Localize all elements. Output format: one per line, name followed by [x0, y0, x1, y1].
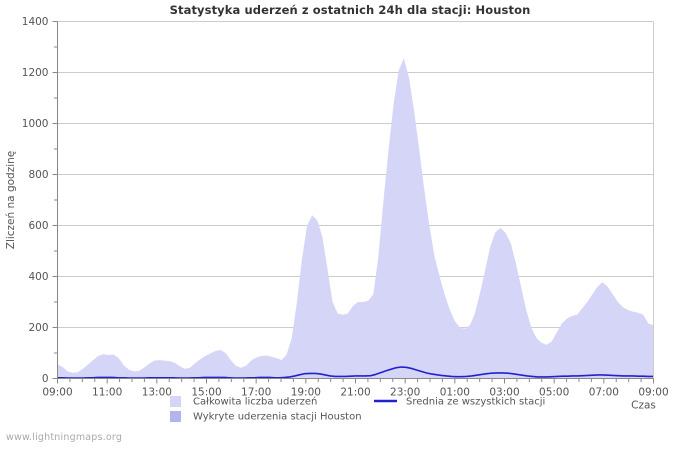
- chart-title: Statystyka uderzeń z ostatnich 24h dla s…: [169, 3, 531, 17]
- svg-text:15:00: 15:00: [191, 387, 221, 399]
- svg-text:600: 600: [28, 220, 48, 232]
- legend-swatch: [170, 396, 181, 407]
- legend-item: Wykryte uderzenia stacji Houston: [170, 411, 362, 423]
- svg-text:21:00: 21:00: [340, 387, 370, 399]
- svg-text:17:00: 17:00: [241, 387, 271, 399]
- legend-label: Całkowita liczba uderzeń: [193, 396, 317, 408]
- svg-text:0: 0: [42, 373, 49, 385]
- svg-text:Czas: Czas: [631, 400, 656, 412]
- svg-text:Zliczeń na godzinę: Zliczeń na godzinę: [5, 151, 17, 250]
- svg-text:1200: 1200: [22, 67, 49, 79]
- legend-swatch: [170, 411, 181, 422]
- svg-text:05:00: 05:00: [539, 387, 569, 399]
- grid-lines: [57, 21, 654, 328]
- svg-text:1400: 1400: [22, 16, 49, 28]
- svg-text:19:00: 19:00: [291, 387, 321, 399]
- svg-text:03:00: 03:00: [489, 387, 519, 399]
- x-axis-title: Czas: [631, 400, 656, 412]
- svg-text:01:00: 01:00: [440, 387, 470, 399]
- legend-label: Średnia ze wszystkich stacji: [406, 395, 545, 408]
- watermark-text: www.lightningmaps.org: [6, 432, 123, 443]
- svg-text:200: 200: [28, 322, 48, 334]
- chart-legend: Całkowita liczba uderzeń Średnia ze wszys…: [170, 395, 545, 423]
- series-average-line: [57, 366, 654, 379]
- legend-label: Wykryte uderzenia stacji Houston: [193, 412, 362, 423]
- svg-text:800: 800: [28, 169, 48, 181]
- axis-lines: [57, 21, 654, 379]
- svg-text:07:00: 07:00: [589, 387, 619, 399]
- svg-text:13:00: 13:00: [142, 387, 172, 399]
- svg-text:400: 400: [28, 271, 48, 283]
- svg-text:1000: 1000: [22, 118, 49, 130]
- svg-text:23:00: 23:00: [390, 387, 420, 399]
- x-axis-ticks: 09:00 11:00 13:00 15:00 17:00 19:00 21:00 23:00…: [42, 378, 669, 399]
- svg-text:11:00: 11:00: [92, 387, 122, 399]
- legend-item: Średnia ze wszystkich stacji: [374, 395, 545, 408]
- svg-text:09:00: 09:00: [42, 387, 72, 399]
- svg-text:09:00: 09:00: [638, 387, 668, 399]
- y-axis-title: Zliczeń na godzinę: [5, 151, 17, 250]
- series-total-area: [57, 58, 654, 379]
- legend-item: Całkowita liczba uderzeń: [170, 396, 317, 408]
- y-axis-ticks: 0 200 400 600 800 1000 1200 1400: [22, 16, 58, 385]
